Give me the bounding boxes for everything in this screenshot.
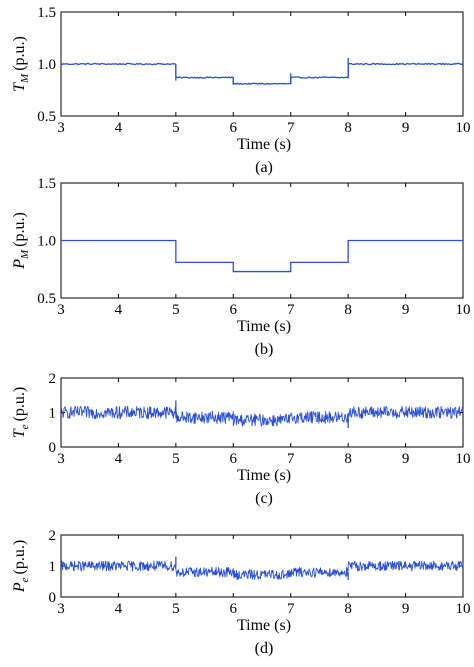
x-axis-label: Time (s) xyxy=(237,136,291,153)
series-line xyxy=(60,62,464,85)
y-tick-label: 2 xyxy=(49,371,57,387)
x-tick-label: 10 xyxy=(456,302,471,318)
x-tick-label: 6 xyxy=(230,451,238,467)
y-axis-subscript: M xyxy=(19,73,31,84)
plot-frame xyxy=(60,377,464,448)
y-axis-symbol: P xyxy=(11,582,28,593)
x-tick-label: 9 xyxy=(402,120,410,136)
y-axis-symbol: P xyxy=(11,259,28,270)
chart-panel-3: 3 4 5 6 7 8 9 10 0 1 2 Time (s) (c) Te (p.u.) xyxy=(11,371,471,507)
x-tick-label: 5 xyxy=(172,451,180,467)
x-tick-label: 7 xyxy=(287,120,295,136)
chart-panel-2: 3 4 5 6 7 8 9 10 0.5 1.0 1.5 Time (s) (b) PM (p.u.) xyxy=(11,176,471,358)
y-axis-unit: (p.u.) xyxy=(11,36,28,71)
x-tick-label: 5 xyxy=(172,601,180,617)
y-axis-unit: (p.u.) xyxy=(11,387,28,422)
y-axis-label: TM (p.u.) xyxy=(11,36,31,92)
y-tick-label: 0 xyxy=(49,590,57,606)
y-axis-label: PM (p.u.) xyxy=(11,212,31,270)
y-tick-label: 1.0 xyxy=(37,234,56,250)
x-tick-label: 8 xyxy=(344,120,352,136)
x-tick-label: 10 xyxy=(456,601,471,617)
x-tick-label: 7 xyxy=(287,451,295,467)
y-axis-subscript: e xyxy=(19,424,31,429)
x-axis-label: Time (s) xyxy=(237,318,291,335)
x-tick-label: 3 xyxy=(57,601,65,617)
x-tick-label: 9 xyxy=(402,302,410,318)
y-tick-label: 1.5 xyxy=(37,176,56,192)
x-tick-label: 4 xyxy=(115,601,123,617)
x-tick-label: 7 xyxy=(287,601,295,617)
panel-label: (b) xyxy=(255,341,274,358)
y-tick-label: 1 xyxy=(49,406,57,422)
x-tick-label: 8 xyxy=(344,451,352,467)
y-tick-label: 0 xyxy=(49,440,57,456)
y-tick-label: 0.5 xyxy=(37,291,56,307)
panel-label: (d) xyxy=(255,640,274,657)
x-tick-label: 8 xyxy=(344,601,352,617)
x-tick-label: 5 xyxy=(172,302,180,318)
x-tick-label: 6 xyxy=(230,601,238,617)
chart-panel-1: 3 4 5 6 7 8 9 10 0.5 1.0 1.5 Time (s) (a) TM (p.u.) xyxy=(11,5,471,176)
x-tick-label: 10 xyxy=(456,451,471,467)
y-tick-label: 1 xyxy=(49,559,57,575)
series-line xyxy=(61,239,463,273)
y-axis-subscript: e xyxy=(19,577,31,582)
series-line xyxy=(60,405,464,427)
y-tick-label: 0.5 xyxy=(37,109,56,125)
y-axis-unit: (p.u.) xyxy=(11,540,28,575)
x-axis-label: Time (s) xyxy=(237,467,291,484)
panel-label: (c) xyxy=(255,490,273,507)
y-axis-subscript: M xyxy=(19,249,31,260)
x-tick-label: 9 xyxy=(402,451,410,467)
series-line xyxy=(60,560,464,580)
x-tick-label: 4 xyxy=(115,451,123,467)
x-tick-label: 3 xyxy=(57,302,65,318)
panel-label: (a) xyxy=(255,159,273,176)
x-tick-label: 4 xyxy=(115,302,123,318)
y-axis-unit: (p.u.) xyxy=(11,212,28,247)
y-axis-symbol: T xyxy=(11,82,28,92)
y-axis-label: Pe (p.u.) xyxy=(11,540,31,593)
x-tick-label: 10 xyxy=(456,120,471,136)
y-tick-label: 2 xyxy=(49,528,57,544)
x-tick-label: 4 xyxy=(115,120,123,136)
y-tick-label: 1.0 xyxy=(37,57,56,73)
y-tick-label: 1.5 xyxy=(37,5,56,21)
chart-panel-4: 3 4 5 6 7 8 9 10 0 1 2 Time (s) (d) Pe (p.u.) xyxy=(11,528,471,657)
y-axis-label: Te (p.u.) xyxy=(11,387,31,438)
x-tick-label: 3 xyxy=(57,451,65,467)
y-axis-symbol: T xyxy=(11,428,28,438)
x-axis-label: Time (s) xyxy=(237,617,291,634)
x-tick-label: 5 xyxy=(172,120,180,136)
x-tick-label: 6 xyxy=(230,302,238,318)
x-tick-label: 6 xyxy=(230,120,238,136)
x-tick-label: 7 xyxy=(287,302,295,318)
x-tick-label: 8 xyxy=(344,302,352,318)
x-tick-label: 9 xyxy=(402,601,410,617)
x-tick-label: 3 xyxy=(57,120,65,136)
